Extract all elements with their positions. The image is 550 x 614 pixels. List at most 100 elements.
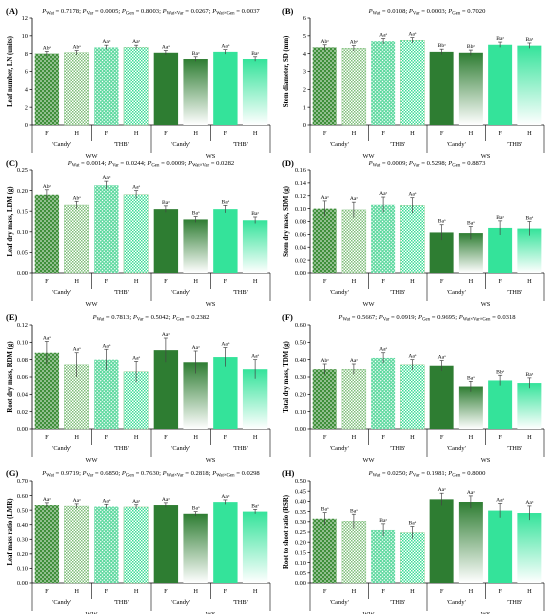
y-tick-label: 0.35 xyxy=(295,509,306,516)
significance-label: Baᵃ xyxy=(251,51,259,57)
chart-panel-H: (H) PWat = 0.0250; PVar = 0.1981; PGen = … xyxy=(282,468,545,614)
category-label: H xyxy=(193,434,198,441)
y-tick-label: 0.10 xyxy=(17,566,28,573)
bar xyxy=(458,502,483,583)
significance-label: Aaᵃ xyxy=(132,39,141,45)
significance-label: Baᵃ xyxy=(526,372,534,378)
bar xyxy=(400,40,425,126)
bar xyxy=(312,369,337,429)
y-tick-label: 0.15 xyxy=(17,208,28,215)
category-label: F xyxy=(381,130,385,137)
panel-letter: (F) xyxy=(282,312,293,322)
y-tick-label: 6 xyxy=(25,69,28,76)
category-label: F xyxy=(224,278,228,285)
group-label: 'Candy' xyxy=(330,599,349,606)
significance-label: Aaᵃ xyxy=(221,342,230,348)
category-label: F xyxy=(440,588,444,595)
group-label: 'THB' xyxy=(114,141,129,148)
group-label: 'THB' xyxy=(390,289,405,296)
category-label: H xyxy=(469,434,474,441)
bar xyxy=(517,45,542,126)
category-label: F xyxy=(164,588,168,595)
bar xyxy=(517,383,542,429)
category-label: F xyxy=(164,434,168,441)
bar xyxy=(213,357,238,429)
significance-label: Aaᵃ xyxy=(132,185,141,191)
significance-label: Baᵃ xyxy=(251,503,259,509)
y-tick-label: 0.40 xyxy=(295,499,306,506)
y-tick-label: 2 xyxy=(303,87,306,94)
category-label: F xyxy=(45,278,49,285)
treatment-label: WW xyxy=(362,301,375,308)
category-label: H xyxy=(193,588,198,595)
panel-letter: (E) xyxy=(6,312,18,322)
bar xyxy=(153,350,179,429)
y-tick-label: 0.20 xyxy=(17,188,28,195)
group-label: 'THB' xyxy=(114,599,129,606)
category-label: H xyxy=(74,130,79,137)
category-label: F xyxy=(224,130,228,137)
bar xyxy=(341,209,367,274)
category-label: F xyxy=(323,588,327,595)
significance-label: Baᵃ xyxy=(192,506,200,512)
category-label: F xyxy=(164,278,168,285)
bar xyxy=(123,194,149,274)
group-label: 'THB' xyxy=(233,445,248,452)
bar xyxy=(242,220,268,273)
y-axis-label: Stem dry mass, SDM (g) xyxy=(283,186,290,257)
category-label: F xyxy=(323,434,327,441)
y-tick-label: 0.06 xyxy=(295,232,306,239)
bar xyxy=(94,47,119,125)
treatment-label: WS xyxy=(206,457,216,464)
bar xyxy=(242,511,268,583)
bar xyxy=(34,505,60,583)
category-label: F xyxy=(45,434,49,441)
significance-label: Aaᵃ xyxy=(438,487,447,493)
category-label: H xyxy=(410,130,415,137)
category-label: H xyxy=(134,278,139,285)
y-axis-label: Total dry mass, TDM (g) xyxy=(283,341,290,413)
bar xyxy=(64,204,90,274)
category-label: H xyxy=(410,434,415,441)
group-label: 'Candy' xyxy=(171,289,190,296)
bar xyxy=(371,204,396,273)
category-label: H xyxy=(253,434,258,441)
panel-letter: (A) xyxy=(6,6,18,16)
y-tick-label: 0.00 xyxy=(295,426,306,433)
category-label: F xyxy=(105,130,109,137)
group-label: 'THB' xyxy=(233,599,248,606)
group-label: 'Candy' xyxy=(330,289,349,296)
y-tick-label: 0 xyxy=(303,122,306,129)
y-tick-label: 3 xyxy=(303,69,306,76)
chart-panel-A: (A) PWat = 0.7178; PVar = 0.0005; PGen = … xyxy=(6,6,271,160)
significance-label: Aaᵃ xyxy=(467,490,476,496)
y-axis-label: Root dry mass, RDM (g) xyxy=(7,341,14,412)
y-axis-label: Leaf dry mass, LDM (g) xyxy=(7,186,14,256)
category-label: F xyxy=(440,434,444,441)
significance-label: Aaᵃ xyxy=(350,196,359,202)
treatment-label: WW xyxy=(362,457,375,464)
bar xyxy=(488,510,513,583)
significance-label: Aaᵃ xyxy=(162,332,171,338)
treatment-label: WW xyxy=(362,611,375,614)
y-tick-label: 0.02 xyxy=(17,409,28,416)
significance-label: Aaᵃ xyxy=(408,354,417,360)
y-tick-label: 0.60 xyxy=(17,493,28,500)
y-tick-label: 0.40 xyxy=(295,357,306,364)
bar xyxy=(213,502,238,583)
chart-panel-E: (E) PWat = 0.7813; PVar = 0.5042; PGen = … xyxy=(6,312,271,464)
significance-label: Abᵃ xyxy=(72,195,81,201)
category-label: H xyxy=(469,278,474,285)
y-tick-label: 12 xyxy=(22,15,28,22)
category-label: H xyxy=(527,434,532,441)
significance-label: Aaᵃ xyxy=(102,175,111,181)
category-label: H xyxy=(352,434,357,441)
bar xyxy=(371,41,396,125)
y-tick-label: 0.10 xyxy=(295,409,306,416)
bar xyxy=(34,194,60,273)
stats-text: PWat = 0.7813; PVar = 0.5042; PGen = 0.2… xyxy=(92,314,210,323)
significance-label: Aaᵃ xyxy=(102,39,111,45)
panel-letter: (B) xyxy=(282,6,294,16)
stats-text: PWat = 0.7178; PVar = 0.0005; PGen = 0.8… xyxy=(41,8,260,17)
